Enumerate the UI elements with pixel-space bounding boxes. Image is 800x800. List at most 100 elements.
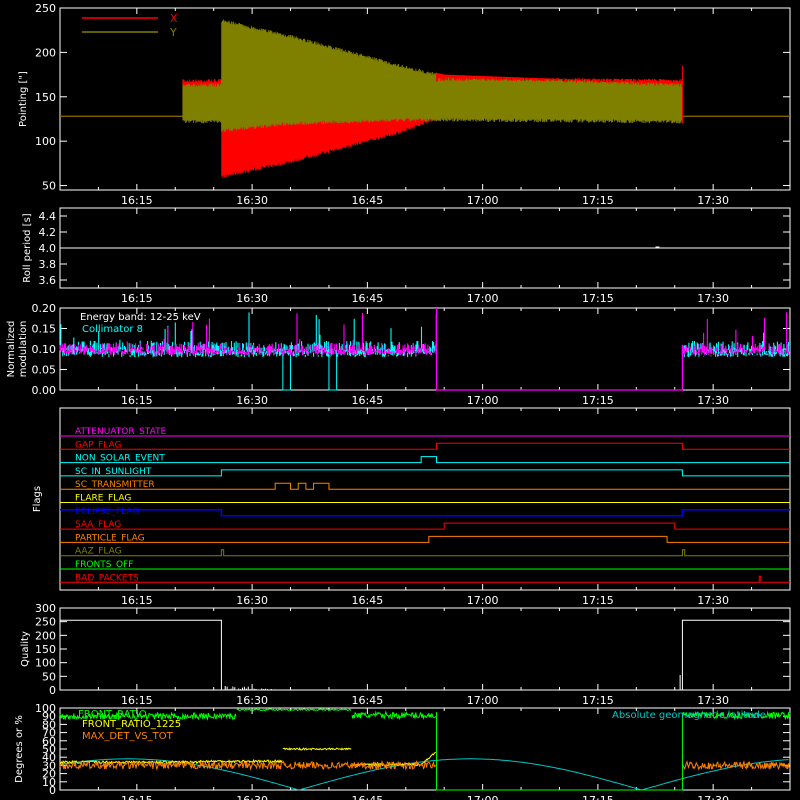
ratios-ytick-label: 50 <box>42 743 56 756</box>
quality-xtick-label: 16:15 <box>121 694 153 707</box>
flag-label: ATTENUATOR_STATE <box>75 427 167 437</box>
panel-flags: 16:15 16:30 16:45 17:00 17:15 17:30 Flags ATTEN… <box>32 407 791 607</box>
quality-ytick-label: 200 <box>35 629 56 642</box>
flag-label: FRONTS_OFF <box>75 560 133 570</box>
ratios-legend-label: Absolute geomagnetic latitude <box>612 710 766 721</box>
flag-trace <box>60 509 790 517</box>
ratios-line-front-ratio <box>59 707 791 721</box>
modulation-xtick-label: 17:15 <box>582 394 614 407</box>
ratios-line-max-det-vs-tot <box>59 759 791 771</box>
quality-line <box>681 619 790 690</box>
flag-row-6: ECLIPSE_FLAG <box>60 507 790 517</box>
modulation-ytick-label: 0.00 <box>32 384 57 397</box>
ratios-legend-label: FRONT_RATIO_1225 <box>82 719 181 730</box>
roll-xtick-label: 16:15 <box>121 292 153 305</box>
quality-ytick-label: 0 <box>49 684 56 697</box>
modulation-xtick-label: 16:15 <box>121 394 153 407</box>
flag-row-9: AAZ_FLAG <box>60 547 790 557</box>
modulation-dropout <box>282 349 292 391</box>
flag-row-5: FLARE_FLAG <box>60 494 790 504</box>
flag-label: FLARE_FLAG <box>75 494 131 504</box>
ratios-xtick-label: 16:30 <box>236 794 268 800</box>
roll-ytick-label: 3.6 <box>39 274 57 287</box>
quality-ytick-label: 100 <box>35 657 56 670</box>
pointing-line-Y <box>182 19 683 132</box>
flag-trace <box>60 575 790 583</box>
flag-trace <box>60 522 790 530</box>
modulation-annotation-energy: Energy band: 12-25 keV <box>80 312 201 323</box>
flag-row-1: GAP_FLAG <box>60 440 790 450</box>
quality-ytick-label: 250 <box>35 616 56 629</box>
panel-roll: 16:15 16:30 16:45 17:00 17:15 17:30 3.6 3.8 4.0 4… <box>22 207 791 305</box>
pointing-ytick-label: 250 <box>35 2 56 15</box>
flags-xtick-label: 16:15 <box>121 594 153 607</box>
pointing-xtick-label: 16:30 <box>236 194 268 207</box>
quality-ytick-label: 150 <box>35 643 56 656</box>
flag-label: PARTICLE_FLAG <box>75 533 145 543</box>
modulation-dropout <box>328 349 338 391</box>
flag-trace <box>60 456 790 464</box>
ratios-xtick-label: 17:15 <box>582 794 614 800</box>
pointing-xtick-label: 16:45 <box>352 194 384 207</box>
flag-label: AAZ_FLAG <box>75 547 122 557</box>
flags-xtick-label: 17:15 <box>582 594 614 607</box>
flag-row-11: BAD_PACKETS <box>60 573 790 583</box>
ratios-xtick-label: 17:00 <box>467 794 499 800</box>
ratios-ytick-label: 60 <box>42 735 56 748</box>
flag-label: GAP_FLAG <box>75 440 121 450</box>
flag-label: SAA_FLAG <box>75 520 121 530</box>
modulation-xtick-label: 17:30 <box>697 394 729 407</box>
pointing-series-Y <box>60 19 790 132</box>
flags-xtick-label: 16:30 <box>236 594 268 607</box>
ratios-ytick-label: 40 <box>42 751 56 764</box>
quality-xtick-label: 16:30 <box>236 694 268 707</box>
ratios-ytick-label: 20 <box>42 768 56 781</box>
quality-xtick-label: 17:00 <box>467 694 499 707</box>
flag-trace <box>60 549 790 557</box>
ratios-legend-label: FRONT_RATIO <box>78 709 147 720</box>
legend-label-Y: Y <box>169 26 177 39</box>
flag-row-0: ATTENUATOR_STATE <box>60 427 790 437</box>
flags-frame <box>59 407 791 591</box>
quality-xtick-label: 17:30 <box>697 694 729 707</box>
roll-xtick-label: 16:45 <box>352 292 384 305</box>
modulation-ytick-label: 0.20 <box>32 302 57 315</box>
panel-quality: 16:15 16:30 16:45 17:00 17:15 17:300501001502… <box>20 602 791 707</box>
pointing-xtick-label: 17:30 <box>697 194 729 207</box>
ratios-ytick-label: 70 <box>42 727 56 740</box>
ratios-zero-segment <box>436 712 683 791</box>
flag-label: ECLIPSE_FLAG <box>75 507 139 517</box>
flag-row-2: NON_SOLAR_EVENT <box>60 454 790 464</box>
quality-spikes <box>224 674 681 690</box>
pointing-line-X-top <box>436 72 683 84</box>
ratios-ytick-label: 90 <box>42 710 56 723</box>
roll-ytick-label: 3.8 <box>39 258 57 271</box>
roll-ytick-label: 4.4 <box>39 210 57 223</box>
flag-trace <box>60 482 790 490</box>
flag-label: SC_TRANSMITTER <box>75 480 155 490</box>
ratios-ytick-label: 80 <box>42 718 56 731</box>
ratios-line-front-ratio-1225 <box>59 747 436 768</box>
flag-row-3: SC_IN_SUNLIGHT <box>60 467 790 477</box>
pointing-ytick-label: 50 <box>42 180 56 193</box>
flags-xtick-label: 17:30 <box>697 594 729 607</box>
flag-row-4: SC_TRANSMITTER <box>60 480 790 490</box>
flags-xtick-label: 16:45 <box>352 594 384 607</box>
pointing-ylabel: Pointing ["] <box>18 71 29 127</box>
flag-label: SC_IN_SUNLIGHT <box>75 467 152 477</box>
modulation-xtick-label: 16:30 <box>236 394 268 407</box>
panels: 16:15 16:30 16:45 17:00 17:15 17:305010015020… <box>6 2 791 800</box>
roll-ytick-label: 4.0 <box>39 242 57 255</box>
pointing-xtick-label: 16:15 <box>121 194 153 207</box>
ratios-ytick-label: 100 <box>35 702 56 715</box>
flags-xtick-label: 17:00 <box>467 594 499 607</box>
roll-ylabel: Roll period [s] <box>22 213 33 282</box>
pointing-ytick-label: 100 <box>35 135 56 148</box>
modulation-xtick-label: 17:00 <box>467 394 499 407</box>
modulation-xtick-label: 16:45 <box>352 394 384 407</box>
roll-xtick-label: 17:00 <box>467 292 499 305</box>
modulation-annotation-collimator: Collimator 8 <box>82 324 143 335</box>
ratios-ytick-label: 0 <box>49 784 56 797</box>
quality-line <box>60 619 222 690</box>
